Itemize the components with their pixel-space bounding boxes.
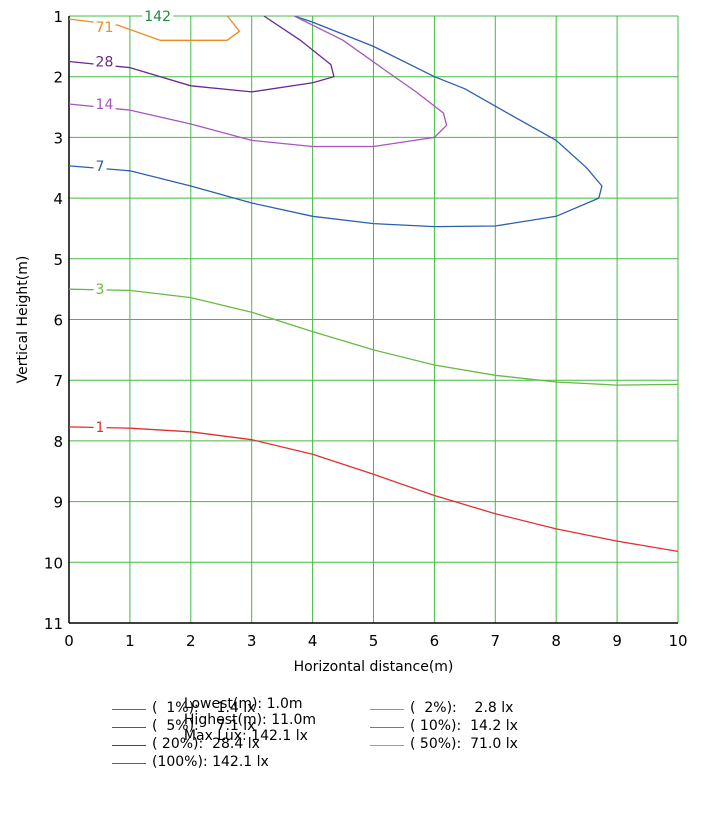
series-line-14: [69, 16, 448, 148]
legend-item-20pct: ( 20%): 28.4 lx: [112, 736, 260, 754]
series-line-1: [69, 426, 678, 553]
series-line-28: [69, 16, 335, 93]
curve-label: 28: [96, 55, 114, 71]
x-axis-title: Horizontal distance(m): [294, 659, 454, 675]
x-tick-label: 0: [64, 632, 74, 650]
x-tick-label: 10: [668, 632, 687, 650]
legend-swatch: [112, 763, 146, 764]
y-tick-label: 9: [53, 494, 63, 512]
lowest-text: Lowest(m): 1.0m: [183, 696, 303, 712]
curve-label: 3: [96, 282, 105, 298]
legend-label: ( 5%): 7.1 lx: [152, 718, 256, 734]
legend-label: ( 10%): 14.2 lx: [410, 718, 518, 734]
x-tick-label: 2: [186, 632, 196, 650]
y-tick-label: 5: [53, 251, 63, 269]
legend-item-10pct: ( 10%): 14.2 lx: [370, 718, 518, 736]
legend-swatch: [112, 709, 146, 710]
x-tick-label: 7: [491, 632, 501, 650]
curve-label-bg: [142, 8, 174, 22]
series-line-7: [69, 16, 603, 228]
legend-item-50pct: ( 50%): 71.0 lx: [370, 736, 518, 754]
curve-label-bg: [93, 157, 107, 172]
curve-label: 14: [96, 97, 114, 113]
legend-item-100pct: (100%): 142.1 lx: [112, 754, 269, 772]
x-tick-label: 4: [308, 632, 318, 650]
summary-line: Lowest(m): 1.0m Highest(m): 11.0m Max Lu…: [175, 680, 330, 744]
curve-label: 1: [96, 420, 105, 436]
curve-label-bg: [93, 53, 116, 68]
x-tick-label: 8: [551, 632, 561, 650]
legend-item-1pct: ( 1%): 1.4 lx: [112, 700, 255, 718]
y-tick-label: 6: [53, 312, 63, 330]
legend-item-5pct: ( 5%): 7.1 lx: [112, 718, 255, 736]
curve-label-bg: [93, 18, 116, 33]
x-tick-label: 9: [612, 632, 622, 650]
legend-label: ( 20%): 28.4 lx: [152, 736, 260, 752]
y-tick-label: 7: [53, 372, 63, 390]
y-tick-label: 3: [53, 129, 63, 147]
y-tick-label: 8: [53, 433, 63, 451]
curve-label-bg: [93, 281, 107, 296]
y-tick-label: 10: [44, 554, 63, 572]
curve-label: 142: [144, 9, 171, 25]
legend-label: ( 2%): 2.8 lx: [410, 700, 514, 716]
y-tick-label: 11: [44, 615, 63, 633]
y-tick-label: 2: [53, 69, 63, 87]
contour-chart: 0 1 2 3 4 5 6 7 8 9 10 1 2 3 4 5 6 7 8 9 10 11 Horizontal dist…: [15, 8, 688, 675]
legend-label: ( 1%): 1.4 lx: [152, 700, 256, 716]
y-tick-label: 1: [53, 8, 63, 26]
highest-text: Highest(m): 11.0m: [183, 712, 317, 728]
x-tick-label: 5: [369, 632, 379, 650]
legend-label: (100%): 142.1 lx: [152, 754, 269, 770]
curve-label-bg: [93, 96, 116, 111]
curve-label: 71: [96, 20, 114, 36]
legend-swatch: [370, 745, 404, 746]
x-tick-label: 1: [125, 632, 135, 650]
legend-item-2pct: ( 2%): 2.8 lx: [370, 700, 513, 718]
curve-label-bg: [93, 418, 107, 433]
y-axis-title: Vertical Height(m): [15, 256, 31, 384]
legend-swatch: [370, 727, 404, 728]
max-lux-text: Max Lux: 142.1 lx: [183, 728, 308, 744]
series-line-3: [69, 288, 678, 386]
legend-swatch: [112, 745, 146, 746]
legend-swatch: [370, 709, 404, 710]
legend-swatch: [112, 727, 146, 728]
x-tick-label: 3: [247, 632, 257, 650]
y-tick-label: 4: [53, 190, 63, 208]
curve-label: 7: [96, 159, 105, 175]
x-tick-label: 6: [430, 632, 440, 650]
legend-label: ( 50%): 71.0 lx: [410, 736, 518, 752]
